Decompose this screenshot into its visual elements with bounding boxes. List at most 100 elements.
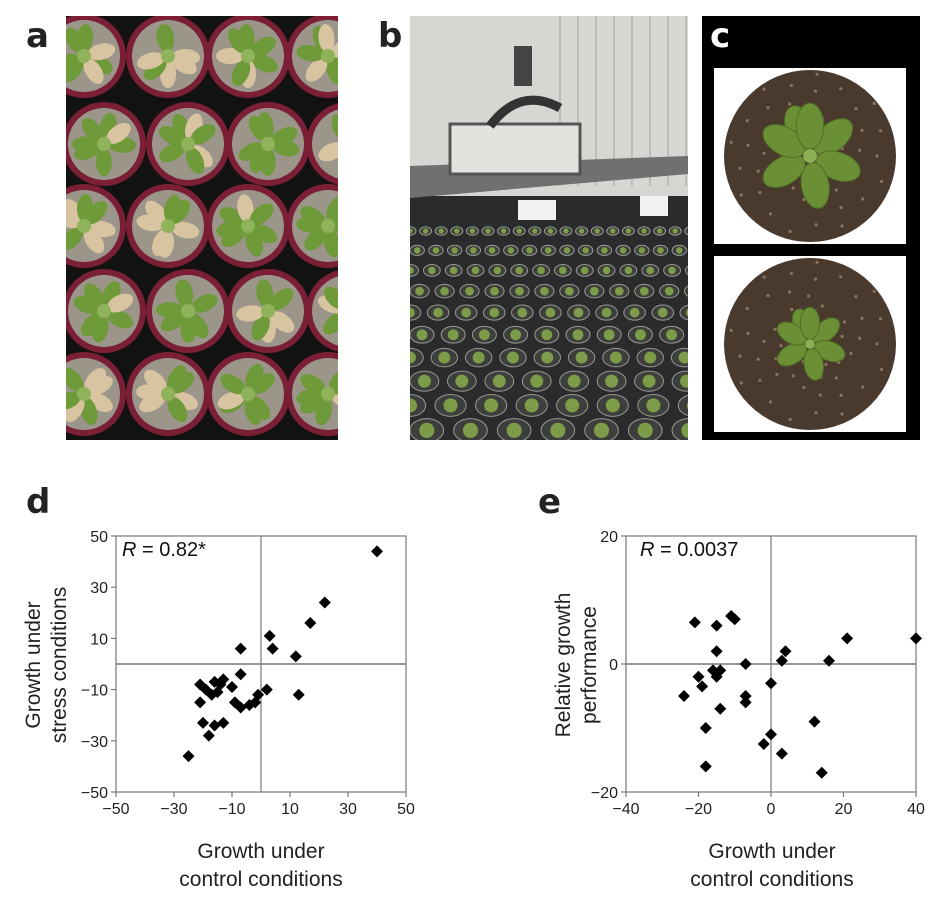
soil-grain [839, 205, 843, 209]
rosette-leaf [86, 375, 113, 396]
data-point [289, 650, 302, 663]
soil-grain [788, 417, 792, 422]
data-point [199, 683, 212, 696]
seedling [619, 247, 627, 254]
rosette-leaf [107, 293, 134, 313]
soil-grain [788, 229, 792, 234]
seedling [625, 228, 632, 234]
y-tick-label: −20 [591, 785, 618, 802]
chart-e-r-symbol: R [640, 539, 654, 561]
rosette-leaf [152, 229, 171, 256]
plant-tray-illustration [66, 16, 338, 436]
rosette-leaf [237, 194, 254, 223]
seedling [415, 286, 424, 296]
greenhouse-pot [679, 304, 688, 321]
data-point [699, 760, 712, 773]
rosette-leaf [137, 52, 165, 70]
seedling [594, 228, 600, 234]
rosette-leaf [66, 391, 81, 410]
soil-grain [756, 169, 760, 173]
soil-grain [762, 151, 766, 156]
rosette-center [181, 137, 195, 151]
seedling [656, 228, 663, 234]
data-point [765, 677, 777, 690]
x-tick-label: −40 [612, 801, 639, 818]
seedling [461, 307, 472, 318]
greenhouse-pot [677, 394, 688, 417]
chart-d-xlabel-line2: control conditions [179, 868, 342, 891]
data-point [211, 686, 224, 699]
seedling [540, 286, 549, 296]
seedling [465, 286, 474, 296]
chart-d-ylabel-line2: stress conditions [48, 587, 71, 743]
soil-grain [775, 372, 779, 377]
data-point [249, 696, 262, 709]
rosette-leaf [296, 45, 325, 62]
rosette-leaf [270, 311, 295, 333]
pot-soil [312, 109, 338, 179]
data-point [692, 670, 705, 683]
seedling [524, 398, 539, 413]
soil-grain [766, 106, 770, 110]
chart-e-ylabel-line2: performance [578, 606, 601, 724]
soil-grain [858, 148, 862, 152]
greenhouse-pot [684, 226, 688, 236]
rosette-center [161, 219, 175, 233]
seedling [547, 228, 554, 234]
soil-grain [861, 197, 865, 201]
seedling [676, 247, 683, 254]
rosette-leaf [326, 59, 338, 86]
seedling [638, 247, 646, 254]
data-point [217, 716, 230, 729]
x-tick-label: −10 [218, 801, 245, 818]
chart-d-r-value: = 0.82* [136, 539, 206, 561]
panel-letter-a: a [26, 16, 49, 56]
soil-grain [802, 197, 806, 202]
rosette-center [77, 219, 91, 233]
soil-grain [840, 412, 844, 416]
soil-grain [758, 190, 762, 195]
seedling [629, 307, 640, 318]
seedling [601, 247, 608, 254]
soil-grain [839, 87, 843, 91]
seedling [603, 329, 615, 341]
data-point [808, 715, 821, 728]
soil-grain [840, 334, 844, 339]
soil-grain [762, 275, 766, 279]
data-point [739, 696, 752, 709]
seedling [526, 247, 533, 254]
seedling [545, 247, 552, 254]
seedling [507, 351, 519, 364]
seedling [563, 228, 569, 234]
panel-letter-d: d [26, 482, 51, 522]
rosette-leaf [236, 305, 265, 322]
chart-d-axes: −50 −30 −10 10 30 50 50 30 10 −10 −30 −50 [81, 529, 415, 818]
cable-chain [486, 95, 563, 129]
seedling [582, 247, 589, 254]
rosette-leaf [300, 373, 326, 395]
seedling [510, 329, 521, 341]
soil-grain [875, 154, 879, 158]
panel-letter-e: e [538, 482, 562, 522]
soil-grain [758, 378, 762, 383]
seedling [590, 286, 599, 296]
soil-grain [789, 271, 793, 276]
scatter-plot-d: −50 −30 −10 10 30 50 50 30 10 −10 −30 −50 R = 0.82*… [22, 529, 415, 891]
rosette-leaf [158, 24, 175, 53]
x-tick-label: 10 [281, 801, 299, 818]
rosette-center [97, 137, 111, 151]
rosette-leaf [244, 397, 262, 425]
soil-grain [875, 342, 879, 346]
seedling [500, 228, 507, 234]
rosette-leaf [81, 118, 104, 143]
rosette-leaf [799, 306, 821, 340]
rosette-leaf [77, 24, 94, 53]
soil-grain [746, 143, 750, 147]
seedling [644, 351, 657, 364]
soil-grain [802, 385, 806, 390]
data-point [725, 610, 738, 622]
y-tick-label: −30 [81, 734, 108, 751]
rosette-leaf [251, 54, 278, 73]
seedling [443, 398, 458, 413]
rosette-center [803, 149, 817, 163]
